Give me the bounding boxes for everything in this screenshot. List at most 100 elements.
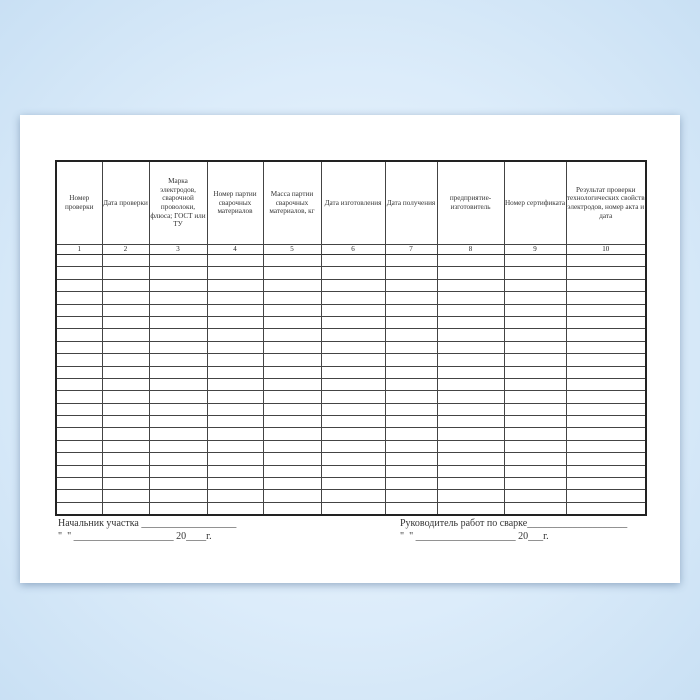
empty-cell[interactable] [101,415,150,429]
empty-cell[interactable] [55,253,103,268]
empty-cell[interactable] [565,439,647,454]
empty-cell[interactable] [320,365,386,379]
empty-cell[interactable] [101,353,150,367]
empty-cell[interactable] [565,353,647,367]
empty-cell[interactable] [436,253,505,268]
empty-cell[interactable] [436,353,505,367]
empty-cell[interactable] [503,303,567,317]
empty-cell[interactable] [206,315,264,330]
empty-cell[interactable] [565,328,647,342]
empty-cell[interactable] [503,452,567,466]
empty-cell[interactable] [101,315,150,330]
empty-cell[interactable] [320,501,386,516]
empty-cell[interactable] [206,452,264,466]
empty-cell[interactable] [148,253,208,268]
empty-cell[interactable] [262,439,322,454]
empty-cell[interactable] [206,390,264,404]
empty-cell[interactable] [503,253,567,268]
empty-cell[interactable] [262,253,322,268]
empty-cell[interactable] [320,427,386,441]
empty-cell[interactable] [384,303,438,317]
empty-cell[interactable] [55,489,103,503]
empty-cell[interactable] [148,427,208,441]
empty-cell[interactable] [384,291,438,305]
empty-cell[interactable] [55,415,103,429]
empty-cell[interactable] [565,365,647,379]
empty-cell[interactable] [565,377,647,392]
empty-cell[interactable] [436,377,505,392]
empty-cell[interactable] [565,452,647,466]
empty-cell[interactable] [206,439,264,454]
empty-cell[interactable] [55,303,103,317]
empty-cell[interactable] [436,291,505,305]
empty-cell[interactable] [55,439,103,454]
empty-cell[interactable] [436,464,505,479]
empty-cell[interactable] [384,340,438,355]
empty-cell[interactable] [320,253,386,268]
empty-cell[interactable] [320,266,386,280]
empty-cell[interactable] [101,266,150,280]
empty-cell[interactable] [101,253,150,268]
empty-cell[interactable] [436,489,505,503]
empty-cell[interactable] [101,303,150,317]
empty-cell[interactable] [101,340,150,355]
empty-cell[interactable] [436,266,505,280]
empty-cell[interactable] [565,427,647,441]
empty-cell[interactable] [206,266,264,280]
empty-cell[interactable] [55,328,103,342]
empty-cell[interactable] [262,353,322,367]
empty-cell[interactable] [148,501,208,516]
empty-cell[interactable] [320,464,386,479]
empty-cell[interactable] [384,452,438,466]
empty-cell[interactable] [262,489,322,503]
empty-cell[interactable] [148,353,208,367]
empty-cell[interactable] [206,477,264,491]
empty-cell[interactable] [262,501,322,516]
empty-cell[interactable] [206,253,264,268]
empty-cell[interactable] [148,266,208,280]
empty-cell[interactable] [148,489,208,503]
empty-cell[interactable] [384,328,438,342]
empty-cell[interactable] [206,353,264,367]
empty-cell[interactable] [148,402,208,417]
empty-cell[interactable] [101,477,150,491]
empty-cell[interactable] [565,464,647,479]
empty-cell[interactable] [320,303,386,317]
empty-cell[interactable] [55,452,103,466]
empty-cell[interactable] [55,402,103,417]
empty-cell[interactable] [55,390,103,404]
empty-cell[interactable] [101,489,150,503]
empty-cell[interactable] [262,390,322,404]
empty-cell[interactable] [101,390,150,404]
empty-cell[interactable] [503,266,567,280]
empty-cell[interactable] [262,427,322,441]
empty-cell[interactable] [565,415,647,429]
empty-cell[interactable] [565,501,647,516]
empty-cell[interactable] [320,340,386,355]
empty-cell[interactable] [262,477,322,491]
empty-cell[interactable] [565,253,647,268]
empty-cell[interactable] [206,340,264,355]
empty-cell[interactable] [206,427,264,441]
empty-cell[interactable] [320,390,386,404]
empty-cell[interactable] [384,377,438,392]
empty-cell[interactable] [503,353,567,367]
empty-cell[interactable] [206,377,264,392]
empty-cell[interactable] [55,340,103,355]
empty-cell[interactable] [101,328,150,342]
empty-cell[interactable] [262,278,322,293]
empty-cell[interactable] [503,377,567,392]
empty-cell[interactable] [436,303,505,317]
empty-cell[interactable] [436,315,505,330]
empty-cell[interactable] [148,340,208,355]
empty-cell[interactable] [262,328,322,342]
empty-cell[interactable] [55,377,103,392]
empty-cell[interactable] [384,427,438,441]
empty-cell[interactable] [384,390,438,404]
empty-cell[interactable] [320,415,386,429]
empty-cell[interactable] [565,489,647,503]
empty-cell[interactable] [565,390,647,404]
empty-cell[interactable] [148,415,208,429]
empty-cell[interactable] [101,365,150,379]
empty-cell[interactable] [320,291,386,305]
